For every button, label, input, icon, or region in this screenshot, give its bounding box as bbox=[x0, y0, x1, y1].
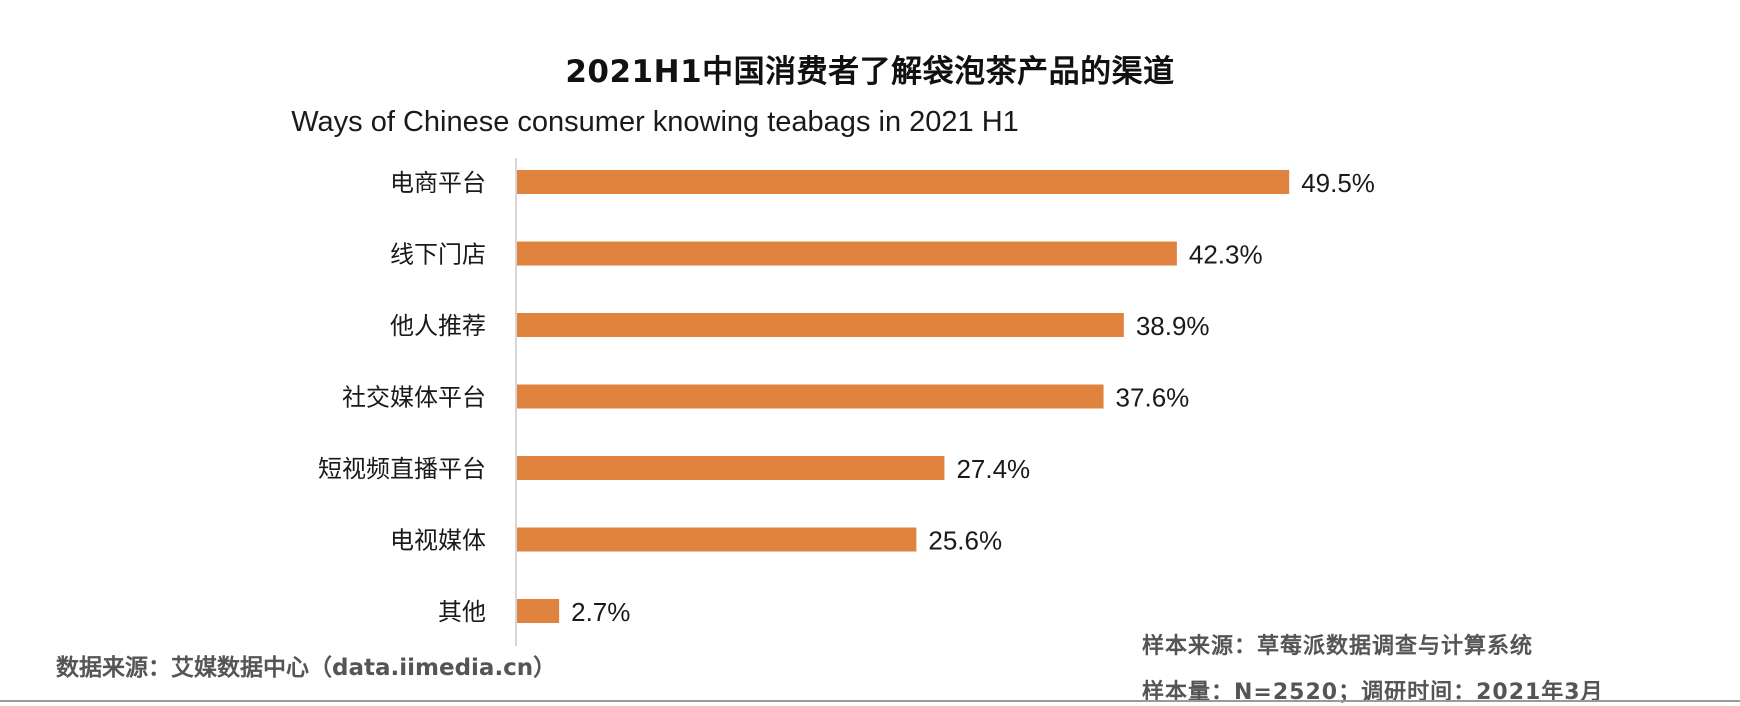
value-label-7: 2.7% bbox=[571, 597, 630, 627]
category-label-1: 电商平台 bbox=[390, 169, 486, 197]
bar-6 bbox=[517, 527, 917, 552]
bar-4 bbox=[517, 384, 1104, 409]
bar-1 bbox=[517, 170, 1290, 194]
bar-5 bbox=[517, 456, 945, 480]
category-label-7: 其他 bbox=[438, 598, 486, 626]
bar-3 bbox=[517, 313, 1124, 337]
value-labels-group: 49.5% 42.3% 38.9% 37.6% 27.4% 25.6% 2.7% bbox=[571, 168, 1375, 627]
bar-7 bbox=[517, 599, 560, 623]
value-label-4: 37.6% bbox=[1116, 383, 1190, 413]
value-label-1: 49.5% bbox=[1301, 168, 1375, 198]
category-label-3: 他人推荐 bbox=[390, 312, 486, 340]
category-label-5: 短视频直播平台 bbox=[318, 455, 486, 483]
value-label-2: 42.3% bbox=[1189, 240, 1263, 270]
chart-title: 2021H1中国消费者了解袋泡茶产品的渠道 bbox=[565, 54, 1175, 90]
value-label-5: 27.4% bbox=[956, 454, 1030, 484]
bottom-divider bbox=[0, 700, 1740, 702]
bars-group bbox=[517, 170, 1290, 623]
category-label-2: 线下门店 bbox=[390, 241, 486, 269]
data-source-note: 数据来源：艾媒数据中心（data.iimedia.cn） bbox=[56, 655, 557, 681]
sample-source-note: 样本来源：草莓派数据调查与计算系统 bbox=[1142, 634, 1534, 659]
bar-2 bbox=[517, 241, 1177, 266]
chart-subtitle: Ways of Chinese consumer knowing teabags… bbox=[291, 106, 1019, 138]
value-label-6: 25.6% bbox=[928, 526, 1002, 556]
value-label-3: 38.9% bbox=[1136, 311, 1210, 341]
category-label-6: 电视媒体 bbox=[390, 527, 486, 555]
category-label-4: 社交媒体平台 bbox=[342, 384, 486, 412]
